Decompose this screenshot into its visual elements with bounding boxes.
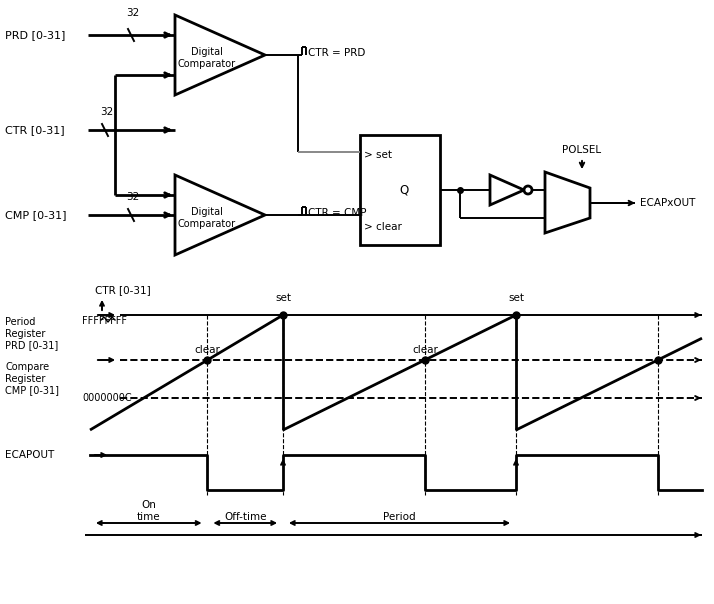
Text: PRD [0-31]: PRD [0-31] <box>5 30 66 40</box>
Text: 32: 32 <box>126 192 140 202</box>
Text: POLSEL: POLSEL <box>563 145 602 155</box>
Text: clear: clear <box>412 345 438 355</box>
Polygon shape <box>175 15 265 95</box>
Text: Q: Q <box>399 184 408 196</box>
Text: set: set <box>275 293 291 303</box>
Polygon shape <box>545 172 590 233</box>
Text: On
time: On time <box>137 500 161 522</box>
Text: FFFFFFFF: FFFFFFFF <box>82 316 127 326</box>
Text: CTR = PRD: CTR = PRD <box>308 48 366 58</box>
Text: CTR [0-31]: CTR [0-31] <box>5 125 65 135</box>
Text: Compare
Register
CMP [0-31]: Compare Register CMP [0-31] <box>5 362 59 395</box>
Polygon shape <box>175 175 265 255</box>
Text: Period
Register
PRD [0-31]: Period Register PRD [0-31] <box>5 317 59 350</box>
Text: Digital
Comparator: Digital Comparator <box>178 47 236 69</box>
Text: CTR [0-31]: CTR [0-31] <box>95 285 151 295</box>
Text: CMP [0-31]: CMP [0-31] <box>5 210 66 220</box>
Polygon shape <box>490 175 524 205</box>
Text: ECAPxOUT: ECAPxOUT <box>640 198 695 208</box>
Text: CTR = CMP: CTR = CMP <box>308 208 366 218</box>
Text: Off-time: Off-time <box>224 512 266 522</box>
Text: set: set <box>508 293 524 303</box>
Bar <box>360 135 440 245</box>
Circle shape <box>524 186 532 194</box>
Text: ECAPOUT: ECAPOUT <box>5 450 54 460</box>
Text: 32: 32 <box>101 107 114 117</box>
Text: Digital
Comparator: Digital Comparator <box>178 207 236 229</box>
Text: clear: clear <box>194 345 221 355</box>
Text: > set: > set <box>364 150 392 160</box>
Text: 32: 32 <box>126 8 140 18</box>
Text: 0000000C: 0000000C <box>82 393 131 403</box>
Text: Period: Period <box>383 512 416 522</box>
Text: > clear: > clear <box>364 222 402 232</box>
